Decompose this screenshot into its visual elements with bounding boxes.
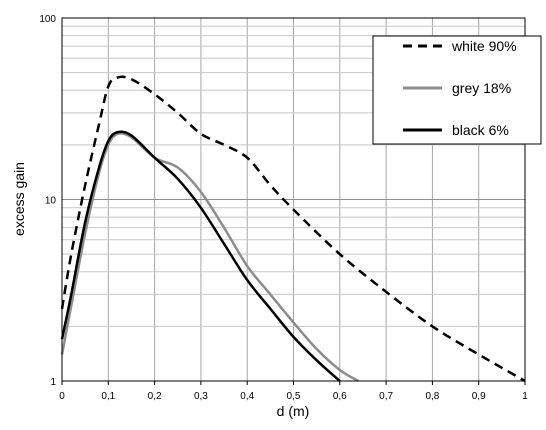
x-tick-label: 0,8 (425, 391, 439, 402)
x-tick-label: 0,7 (379, 391, 393, 402)
y-tick-label: 10 (45, 196, 57, 207)
y-tick-label: 100 (39, 14, 56, 25)
legend-box (372, 35, 542, 145)
x-tick-label: 0,1 (101, 391, 115, 402)
legend-label: white 90% (451, 38, 517, 54)
x-tick-label: 0 (59, 391, 65, 402)
series-layer (60, 75, 526, 383)
x-tick-label: 0,3 (194, 391, 208, 402)
x-tick-labels: 0 0,1 0,2 0,3 0,4 0,5 0,6 0,7 0,8 0,9 1 (59, 381, 528, 402)
series-line-white (60, 75, 526, 383)
y-axis-label: excess gain (11, 162, 27, 236)
x-axis-label: d (m) (277, 403, 310, 419)
x-tick-label: 0,9 (472, 391, 486, 402)
x-tick-label: 1 (522, 391, 528, 402)
x-tick-label: 0,5 (287, 391, 301, 402)
x-tick-label: 0,6 (333, 391, 347, 402)
series-line-grey (60, 132, 359, 383)
y-tick-label: 1 (50, 377, 56, 388)
legend-label: grey 18% (452, 80, 511, 96)
legend-label: black 6% (452, 122, 509, 138)
x-tick-label: 0,4 (240, 391, 254, 402)
x-tick-label: 0,2 (148, 391, 162, 402)
series-line-black (60, 130, 341, 382)
legend: white 90% grey 18% black 6% (372, 35, 542, 145)
y-tick-labels: 1 10 100 (39, 14, 56, 388)
